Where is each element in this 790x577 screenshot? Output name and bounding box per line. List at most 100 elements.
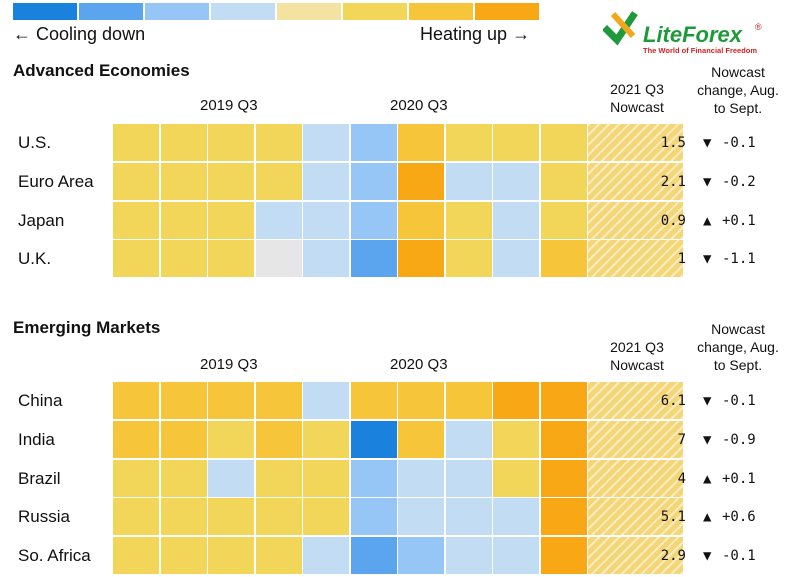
- heatmap-advanced: U.S. 1.5 ▼ -0.1 Euro Area 2.1 ▼ -0.2 Japan 0.9 ▲ +0…: [0, 124, 790, 280]
- heatmap-cell: [445, 162, 492, 200]
- heatmap-cell: [160, 240, 207, 278]
- row-label: So. Africa: [18, 546, 91, 566]
- arrow-up-icon: ▲: [703, 470, 712, 487]
- heatmap-cell: [540, 162, 587, 200]
- change-header-em-line2: change, Aug.: [697, 339, 779, 355]
- heatmap-cell: [398, 240, 444, 278]
- nowcast-cell: [588, 201, 683, 239]
- heatmap-cell: [113, 201, 159, 239]
- heatmap-cell: [160, 382, 207, 419]
- heatmap-cell: [540, 382, 587, 419]
- heatmap-cell: [113, 382, 159, 419]
- heatmap-cell: [208, 498, 254, 536]
- heatmap-cell: [255, 498, 302, 536]
- heatmap-cell: [255, 459, 302, 497]
- nowcast-change-value: -0.1: [722, 393, 756, 409]
- arrow-down-icon: ▼: [703, 431, 712, 448]
- change-header-line3: to Sept.: [713, 100, 763, 116]
- heatmap-cell: [398, 124, 444, 161]
- quarter-label-2019: 2019 Q3: [200, 97, 258, 114]
- legend-swatch: [277, 3, 341, 20]
- heatmap-cell: [113, 459, 159, 497]
- heatmap-cell: [540, 459, 587, 497]
- nowcast-value: 1: [677, 251, 686, 268]
- heatmap-cell: [303, 240, 349, 278]
- nowcast-cell: [588, 162, 683, 200]
- heatmap-cell: [445, 537, 492, 575]
- heatmap-cell: [303, 162, 349, 200]
- heatmap-cell: [493, 537, 539, 575]
- legend: [13, 0, 543, 24]
- change-header-em: Nowcast change, Aug. to Sept.: [686, 320, 790, 374]
- logo-tagline: The World of Financial Freedom: [643, 46, 758, 55]
- arrow-up-icon: ▲: [703, 212, 712, 229]
- heatmap-cell: [493, 162, 539, 200]
- logo: LiteForex ® The World of Financial Freed…: [603, 8, 773, 56]
- heatmap-cell: [208, 240, 254, 278]
- heatmap-cell: [303, 382, 349, 419]
- heatmap-cell: [208, 420, 254, 458]
- nowcast-header-em-line2: Nowcast: [610, 357, 664, 373]
- heatmap-cell: [160, 420, 207, 458]
- logo-name: LiteForex: [643, 22, 743, 47]
- heatmap-cell: [255, 240, 302, 278]
- section-title-emerging: Emerging Markets: [13, 318, 161, 337]
- nowcast-value: 0.9: [660, 212, 686, 229]
- nowcast-value: 2.9: [660, 548, 686, 565]
- heatmap-cell: [160, 124, 207, 161]
- row-label: Japan: [18, 210, 65, 230]
- nowcast-change-value: +0.6: [722, 509, 756, 526]
- nowcast-cell: [588, 240, 683, 278]
- heatmap-cell: [445, 124, 492, 161]
- change-header-line1: Nowcast: [711, 64, 765, 80]
- heatmap-cell: [303, 201, 349, 239]
- heatmap-cell: [303, 537, 349, 575]
- heatmap-cell: [350, 498, 397, 536]
- heatmap-cell: [255, 382, 302, 419]
- nowcast-change-value: -1.1: [722, 251, 756, 268]
- heatmap-cell: [350, 162, 397, 200]
- nowcast-value: 1.5: [660, 135, 686, 151]
- nowcast-header-line1: 2021 Q3: [610, 81, 664, 97]
- legend-right-label: Heating up →: [420, 24, 531, 44]
- heatmap-cell: [350, 537, 397, 575]
- heatmap-cell: [540, 537, 587, 575]
- heatmap-cell: [303, 420, 349, 458]
- nowcast-cell: [588, 459, 683, 497]
- nowcast-cell: [588, 498, 683, 536]
- heatmap-cell: [398, 498, 444, 536]
- heatmap-cell: [540, 240, 587, 278]
- heatmap-cell: [160, 201, 207, 239]
- change-header-em-line3: to Sept.: [713, 357, 763, 373]
- row-label: Euro Area: [18, 171, 94, 191]
- heatmap-cell: [540, 201, 587, 239]
- heatmap-cell: [208, 124, 254, 161]
- arrow-down-icon: ▼: [703, 393, 712, 409]
- heatmap-cell: [113, 124, 159, 161]
- heatmap-cell: [160, 459, 207, 497]
- quarter-label-2020: 2020 Q3: [390, 97, 448, 114]
- nowcast-header-line2: Nowcast: [610, 99, 664, 115]
- heatmap-cell: [445, 459, 492, 497]
- heatmap-cell: [398, 201, 444, 239]
- nowcast-change-value: -0.1: [722, 548, 756, 565]
- heatmap-cell: [113, 240, 159, 278]
- legend-swatch: [145, 3, 209, 20]
- heatmap-cell: [303, 498, 349, 536]
- heatmap-cell: [398, 537, 444, 575]
- nowcast-change-value: +0.1: [722, 212, 756, 229]
- heatmap-cell: [540, 124, 587, 161]
- nowcast-change-value: -0.2: [722, 173, 756, 190]
- change-header-em-line1: Nowcast: [711, 321, 765, 337]
- heatmap-cell: [445, 420, 492, 458]
- heatmap-cell: [303, 459, 349, 497]
- heatmap-cell: [113, 420, 159, 458]
- logo-registered: ®: [755, 22, 762, 32]
- nowcast-value: 5.1: [660, 509, 686, 526]
- nowcast-value: 7: [677, 431, 686, 448]
- heatmap-cell: [113, 498, 159, 536]
- heatmap-cell: [208, 459, 254, 497]
- nowcast-value: 2.1: [660, 173, 686, 190]
- nowcast-cell: [588, 537, 683, 575]
- heatmap-cell: [208, 201, 254, 239]
